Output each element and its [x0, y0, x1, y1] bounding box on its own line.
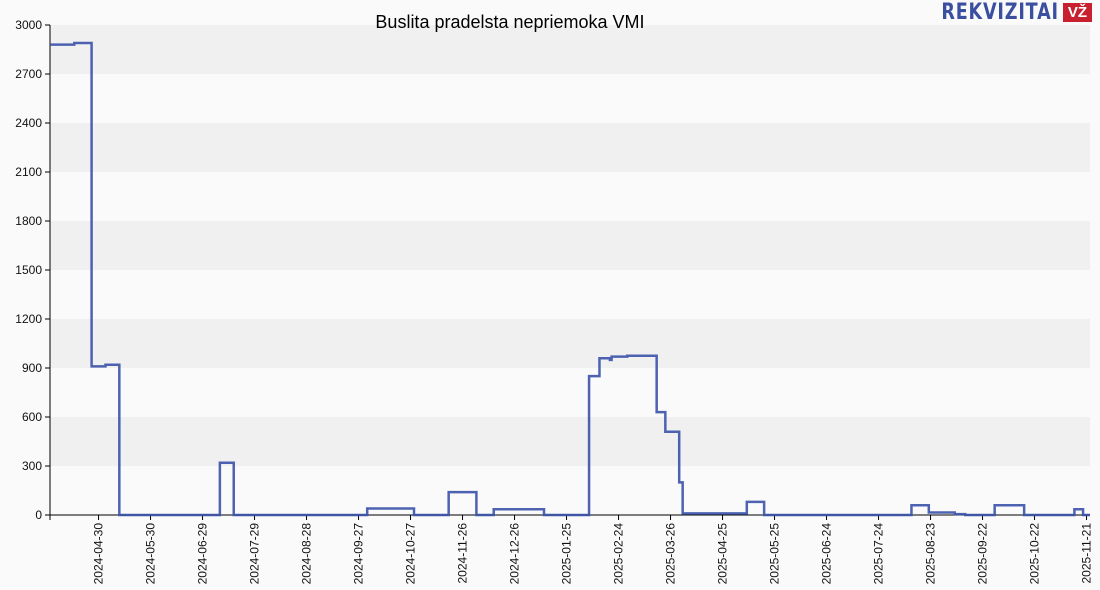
- x-tick-label: 2025-11-21: [1080, 523, 1094, 584]
- y-tick-label: 1500: [15, 263, 42, 277]
- x-tick-label: 2025-04-25: [716, 523, 730, 585]
- grid-band: [50, 270, 1090, 319]
- grid-band: [50, 123, 1090, 172]
- y-tick-label: 300: [22, 459, 42, 473]
- y-tick-label: 3000: [15, 18, 42, 32]
- x-tick-label: 2025-09-22: [976, 523, 990, 585]
- y-tick-label: 0: [35, 508, 42, 522]
- x-tick-label: 2024-11-26: [456, 523, 470, 584]
- grid-band: [50, 417, 1090, 466]
- y-tick-label: 2400: [15, 116, 42, 130]
- rekvizitai-logo: REKVIZITAI VŽ: [912, 0, 1092, 25]
- grid-band: [50, 319, 1090, 368]
- x-tick-label: 2024-08-28: [300, 523, 314, 585]
- y-tick-label: 1200: [15, 312, 42, 326]
- y-tick-label: 600: [22, 410, 42, 424]
- logo-badge: VŽ: [1062, 3, 1092, 22]
- x-tick-label: 2025-01-25: [560, 523, 574, 585]
- x-tick-label: 2024-07-29: [248, 523, 262, 585]
- x-tick-label: 2024-10-27: [404, 523, 418, 585]
- x-tick-label: 2025-03-26: [664, 523, 678, 585]
- x-tick-label: 2024-04-30: [92, 523, 106, 585]
- grid-band: [50, 221, 1090, 270]
- chart-title: Buslita pradelsta nepriemoka VMI: [375, 12, 645, 32]
- x-tick-label: 2024-06-29: [196, 523, 210, 585]
- y-tick-label: 2100: [15, 165, 42, 179]
- y-tick-label: 1800: [15, 214, 42, 228]
- grid-band: [50, 466, 1090, 515]
- y-tick-label: 2700: [15, 67, 42, 81]
- x-tick-label: 2024-12-26: [508, 523, 522, 585]
- logo-text: REKVIZITAI: [941, 0, 1059, 25]
- y-tick-label: 900: [22, 361, 42, 375]
- grid-band: [50, 25, 1090, 74]
- x-tick-label: 2025-08-23: [924, 523, 938, 585]
- x-tick-label: 2025-06-24: [820, 523, 834, 585]
- x-tick-label: 2025-07-24: [872, 523, 886, 585]
- x-tick-label: 2025-05-25: [768, 523, 782, 585]
- x-tick-label: 2024-05-30: [144, 523, 158, 585]
- x-tick-label: 2025-10-22: [1028, 523, 1042, 585]
- grid-band: [50, 74, 1090, 123]
- grid-band: [50, 172, 1090, 221]
- x-tick-label: 2024-09-27: [352, 523, 366, 585]
- series-line: [50, 41, 1090, 517]
- grid-band: [50, 368, 1090, 417]
- x-tick-label: 2025-02-24: [612, 523, 626, 585]
